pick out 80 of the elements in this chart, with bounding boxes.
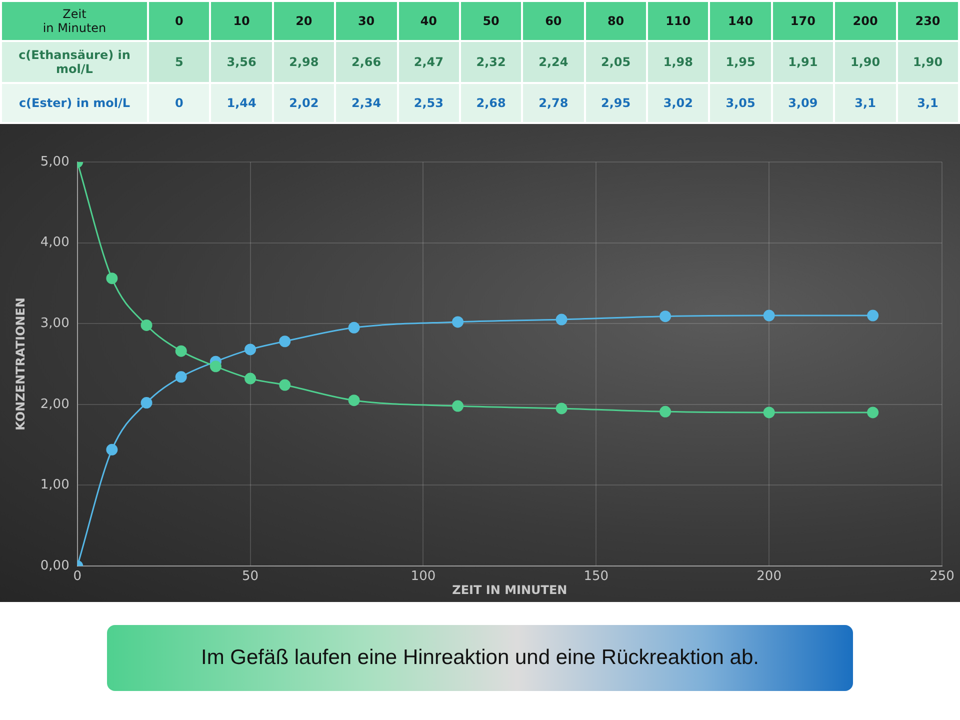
y-tick-label: c(Ester) in mol/L (1, 83, 148, 123)
data-label: 2,53 (398, 83, 460, 123)
data-label: 3,1 (834, 83, 896, 123)
data-label: 1,98 (647, 41, 710, 83)
y-tick-label: 3,00 (40, 316, 70, 331)
x-tick-label: 100 (410, 569, 436, 584)
point (244, 372, 256, 384)
x-tick-label: 0 (148, 1, 210, 41)
data-label: 2,95 (584, 83, 647, 123)
point (867, 310, 879, 322)
x-tick-label: 20 (272, 1, 336, 41)
y-tick-label: c(Ethansäure) in mol/L (1, 41, 148, 83)
y-tick-label: 1,00 (40, 478, 70, 493)
x-tick-label: 0 (73, 569, 82, 584)
point (556, 314, 568, 326)
data-label: 3,1 (896, 83, 959, 123)
point (660, 310, 672, 322)
point (348, 394, 360, 406)
y-tick-label: 5,00 (40, 154, 70, 170)
point (106, 272, 118, 284)
x-tick-label: 250 (930, 569, 954, 584)
data-label: 1,44 (210, 83, 273, 123)
point (763, 406, 775, 418)
data-label: 3,56 (210, 41, 273, 83)
x-tick-label: 60 (522, 1, 585, 41)
x-axis-title: ZEIT IN MINUTEN (452, 582, 568, 597)
x-tick-label: 150 (584, 569, 609, 584)
point (140, 397, 152, 409)
point (556, 402, 568, 414)
x-tick-label: 170 (772, 1, 834, 41)
data-label: 0 (148, 83, 210, 123)
x-tick-label: 10 (210, 1, 273, 41)
y-axis-title: KONZENTRATIONEN (13, 298, 28, 430)
point (452, 316, 464, 328)
data-label: 2,02 (272, 83, 336, 123)
point (175, 345, 187, 357)
x-tick-label: 50 (242, 569, 259, 584)
y-tick-label: 0,00 (40, 558, 70, 574)
point (867, 406, 879, 418)
point (763, 310, 775, 322)
data-label: 2,68 (460, 83, 522, 123)
data-label: 3,05 (709, 83, 772, 123)
y-tick-label: 2,00 (40, 396, 70, 412)
data-label: 1,95 (709, 41, 772, 83)
point (279, 379, 291, 391)
point (175, 371, 187, 383)
point (244, 344, 256, 356)
text: Im Gefäß laufen eine Hinreaktion und eine Rückreaktion ab. (107, 625, 853, 691)
data-label: 1,90 (896, 41, 959, 83)
x-tick-label: 230 (896, 1, 959, 41)
data-label: 3,09 (772, 83, 834, 123)
data-label: 3,02 (647, 83, 710, 123)
point (106, 444, 118, 456)
data-label: 2,98 (272, 41, 336, 83)
x-tick-label: 200 (756, 569, 782, 584)
x-tick-label: 50 (460, 1, 522, 41)
point (660, 406, 672, 418)
data-label: 2,34 (335, 83, 398, 123)
point (140, 319, 152, 331)
x-tick-label: 200 (834, 1, 896, 41)
data-label: 2,66 (335, 41, 398, 83)
point (348, 322, 360, 334)
x-tick-label: 140 (709, 1, 772, 41)
data-label: 2,05 (584, 41, 647, 83)
point (279, 336, 291, 348)
y-tick-label: 4,00 (40, 235, 70, 250)
x-tick-label: 110 (647, 1, 710, 41)
data-label: 1,91 (772, 41, 834, 83)
point (210, 360, 222, 372)
x-tick-label: 30 (335, 1, 398, 41)
data-label: 2,24 (522, 41, 585, 83)
x-axis-title: Zeit in Minuten (1, 1, 148, 41)
data-label: 5 (148, 41, 210, 83)
data-label: 2,32 (460, 41, 522, 83)
x-tick-label: 80 (584, 1, 647, 41)
point (452, 400, 464, 412)
data-label: 2,78 (522, 83, 585, 123)
data-label: 2,47 (398, 41, 460, 83)
x-tick-label: 40 (398, 1, 460, 41)
data-label: 1,90 (834, 41, 896, 83)
